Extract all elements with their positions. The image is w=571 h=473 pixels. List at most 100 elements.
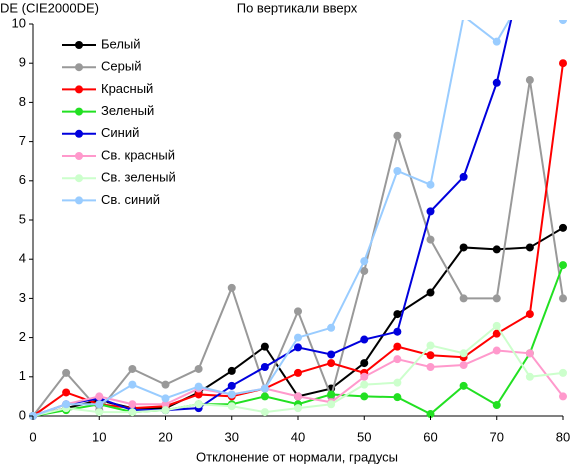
data-point (559, 294, 567, 303)
data-point (360, 372, 369, 381)
data-point (525, 310, 534, 319)
data-point (260, 392, 269, 401)
data-point (194, 382, 203, 391)
data-point (327, 359, 336, 368)
data-point (426, 207, 435, 216)
data-point (525, 243, 534, 252)
legend-marker (75, 85, 83, 94)
legend-marker (75, 174, 83, 183)
legend-label: Синий (101, 125, 139, 140)
data-point (161, 406, 170, 415)
data-point (95, 392, 104, 401)
x-tick-label: 70 (490, 429, 504, 444)
x-tick-label: 50 (357, 429, 371, 444)
data-point (62, 368, 71, 377)
data-point (459, 172, 468, 181)
data-point (161, 400, 170, 409)
data-point (492, 294, 501, 303)
plot-area (29, 20, 567, 420)
data-point (128, 380, 137, 389)
data-point (559, 20, 567, 25)
y-tick-label: 5 (19, 211, 26, 226)
data-point (294, 392, 302, 401)
data-point (492, 329, 501, 338)
y-tick-label: 7 (19, 133, 26, 148)
data-point (459, 294, 468, 303)
x-tick-label: 80 (556, 429, 570, 444)
legend-label: Св. синий (101, 192, 160, 207)
y-tick-label: 8 (19, 94, 26, 109)
series-line (32, 20, 513, 417)
legend-marker (75, 152, 83, 160)
data-point (459, 349, 468, 358)
data-point (260, 342, 269, 351)
legend-label: Зеленый (101, 103, 154, 118)
data-point (62, 400, 71, 409)
data-point (327, 400, 336, 409)
data-point (492, 401, 501, 410)
data-point (327, 390, 336, 399)
data-point (525, 76, 534, 85)
data-point (360, 380, 369, 389)
data-point (393, 310, 402, 319)
data-point (462, 20, 465, 21)
data-point (227, 366, 236, 375)
data-point (492, 245, 501, 254)
data-point (194, 390, 203, 399)
data-point (393, 355, 402, 364)
x-tick-label: 60 (423, 429, 437, 444)
data-point (227, 390, 236, 399)
data-point (294, 333, 302, 342)
legend-label: Серый (101, 59, 141, 74)
data-point (393, 342, 402, 351)
legend-marker (75, 196, 83, 205)
data-point (294, 368, 302, 377)
data-point (62, 388, 71, 397)
data-point (294, 343, 302, 352)
data-point (426, 341, 435, 350)
data-point (227, 283, 236, 292)
data-point (393, 393, 402, 402)
data-point (360, 266, 369, 275)
data-point (194, 364, 203, 373)
data-point (128, 364, 137, 373)
data-point (426, 410, 435, 419)
y-tick-label: 2 (19, 329, 26, 344)
x-axis-label: Отклонение от нормали, градусы (196, 449, 398, 464)
y-tick-label: 1 (19, 368, 26, 383)
y-tick-label: 6 (19, 172, 26, 187)
data-point (492, 346, 501, 355)
data-point (227, 381, 236, 390)
data-point (426, 180, 435, 189)
data-point (492, 37, 501, 46)
data-point (161, 394, 170, 403)
data-point (360, 359, 369, 368)
data-point (559, 261, 567, 270)
data-point (559, 392, 567, 401)
data-point (393, 131, 402, 140)
legend-marker (75, 41, 83, 49)
data-point (559, 368, 567, 377)
y-tick-label: 0 (19, 407, 26, 422)
data-point (360, 257, 369, 266)
data-point (327, 350, 336, 359)
data-point (426, 235, 435, 244)
legend-marker (75, 63, 83, 72)
data-point (95, 408, 104, 417)
data-point (128, 408, 137, 417)
data-point (559, 223, 567, 232)
x-tick-label: 40 (291, 429, 305, 444)
legend-marker (75, 107, 83, 116)
data-point (161, 380, 170, 389)
x-tick-label: 30 (225, 429, 239, 444)
data-point (393, 327, 402, 336)
data-point (559, 59, 567, 68)
legend-label: Св. зеленый (101, 170, 176, 185)
data-point (260, 363, 269, 371)
data-point (525, 349, 534, 358)
x-tick-label: 10 (92, 429, 106, 444)
data-point (294, 404, 302, 413)
series-line (32, 226, 564, 417)
data-point (360, 392, 369, 401)
